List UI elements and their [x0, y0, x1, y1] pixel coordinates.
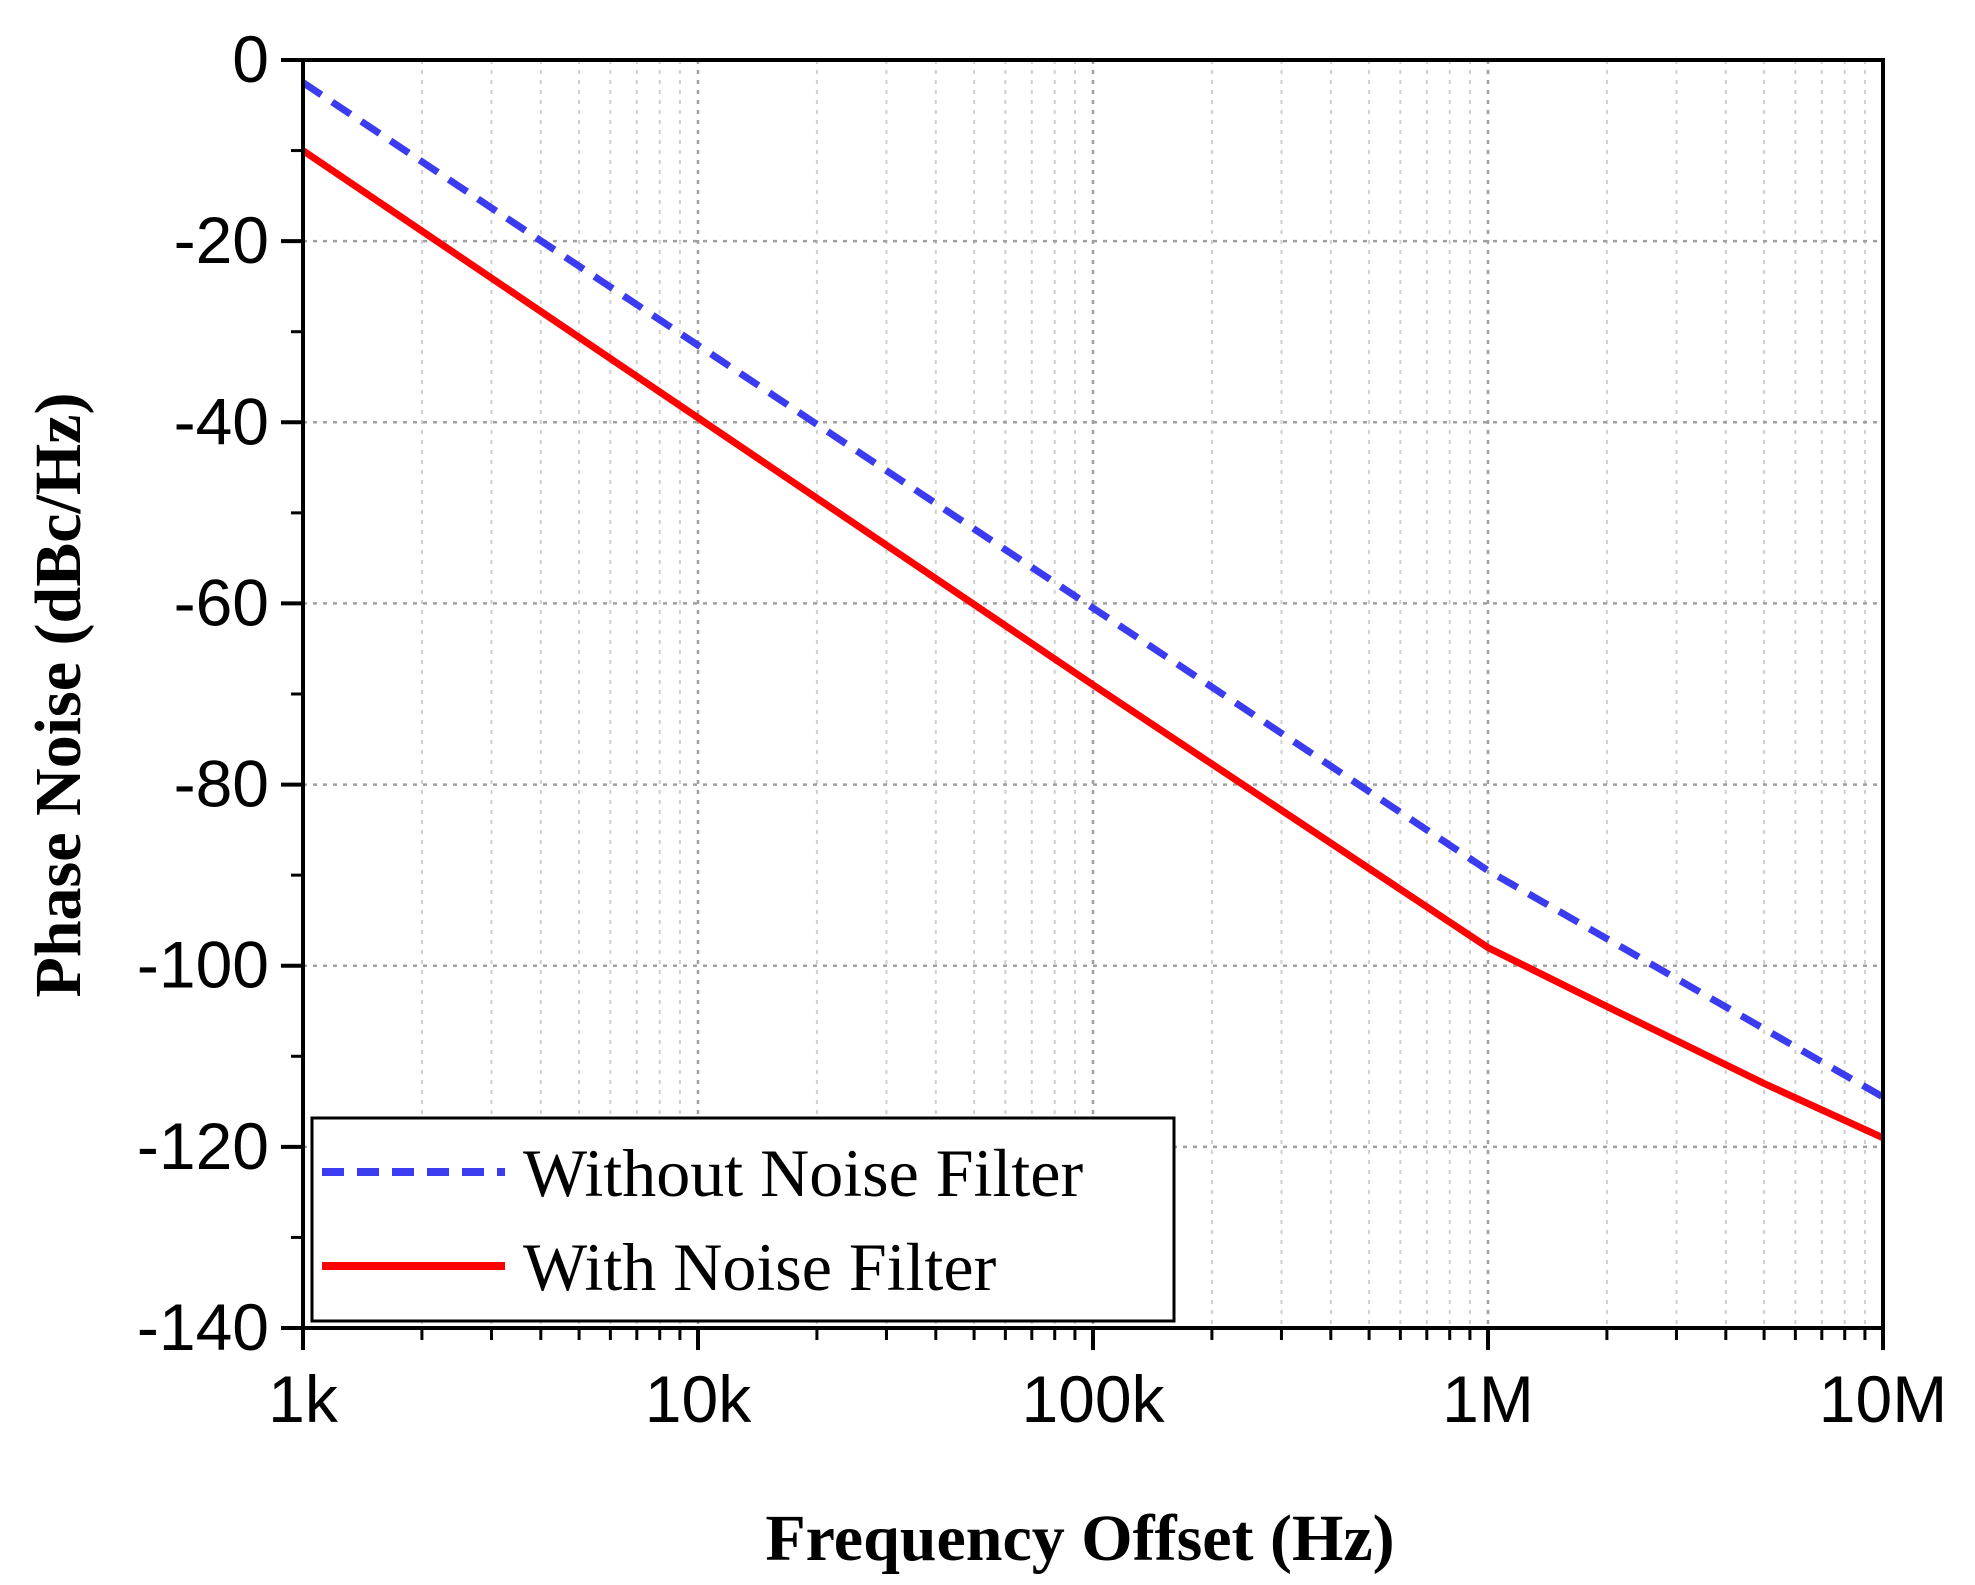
x-tick-label: 1M	[1442, 1362, 1534, 1436]
legend-label-with-filter: With Noise Filter	[523, 1229, 997, 1305]
series-line-with-filter	[301, 147, 1885, 1141]
x-tick-label: 100k	[1021, 1362, 1165, 1436]
series-group	[301, 79, 1885, 1141]
y-tick-label: 0	[232, 22, 269, 96]
ticks	[281, 58, 1885, 1350]
x-tick-label: 10M	[1819, 1362, 1947, 1436]
grid	[303, 60, 1883, 1328]
y-tick-label: -60	[174, 565, 269, 639]
y-tick-label: -120	[137, 1109, 269, 1183]
x-axis-title: Frequency Offset (Hz)	[765, 1502, 1394, 1575]
legend: Without Noise Filter With Noise Filter	[310, 1116, 1176, 1323]
legend-label-without-filter: Without Noise Filter	[523, 1135, 1083, 1211]
y-tick-label: -20	[174, 203, 269, 277]
y-tick-label: -80	[174, 747, 269, 821]
y-tick-label: -140	[137, 1290, 269, 1364]
y-tick-label: -40	[174, 384, 269, 458]
y-axis-title: Phase Noise (dBc/Hz)	[22, 393, 95, 998]
y-tick-label: -100	[137, 928, 269, 1002]
x-tick-label: 1k	[268, 1362, 339, 1436]
legend-box	[310, 1116, 1176, 1323]
series-line-without-filter	[301, 79, 1885, 1101]
x-tick-label: 10k	[645, 1362, 752, 1436]
